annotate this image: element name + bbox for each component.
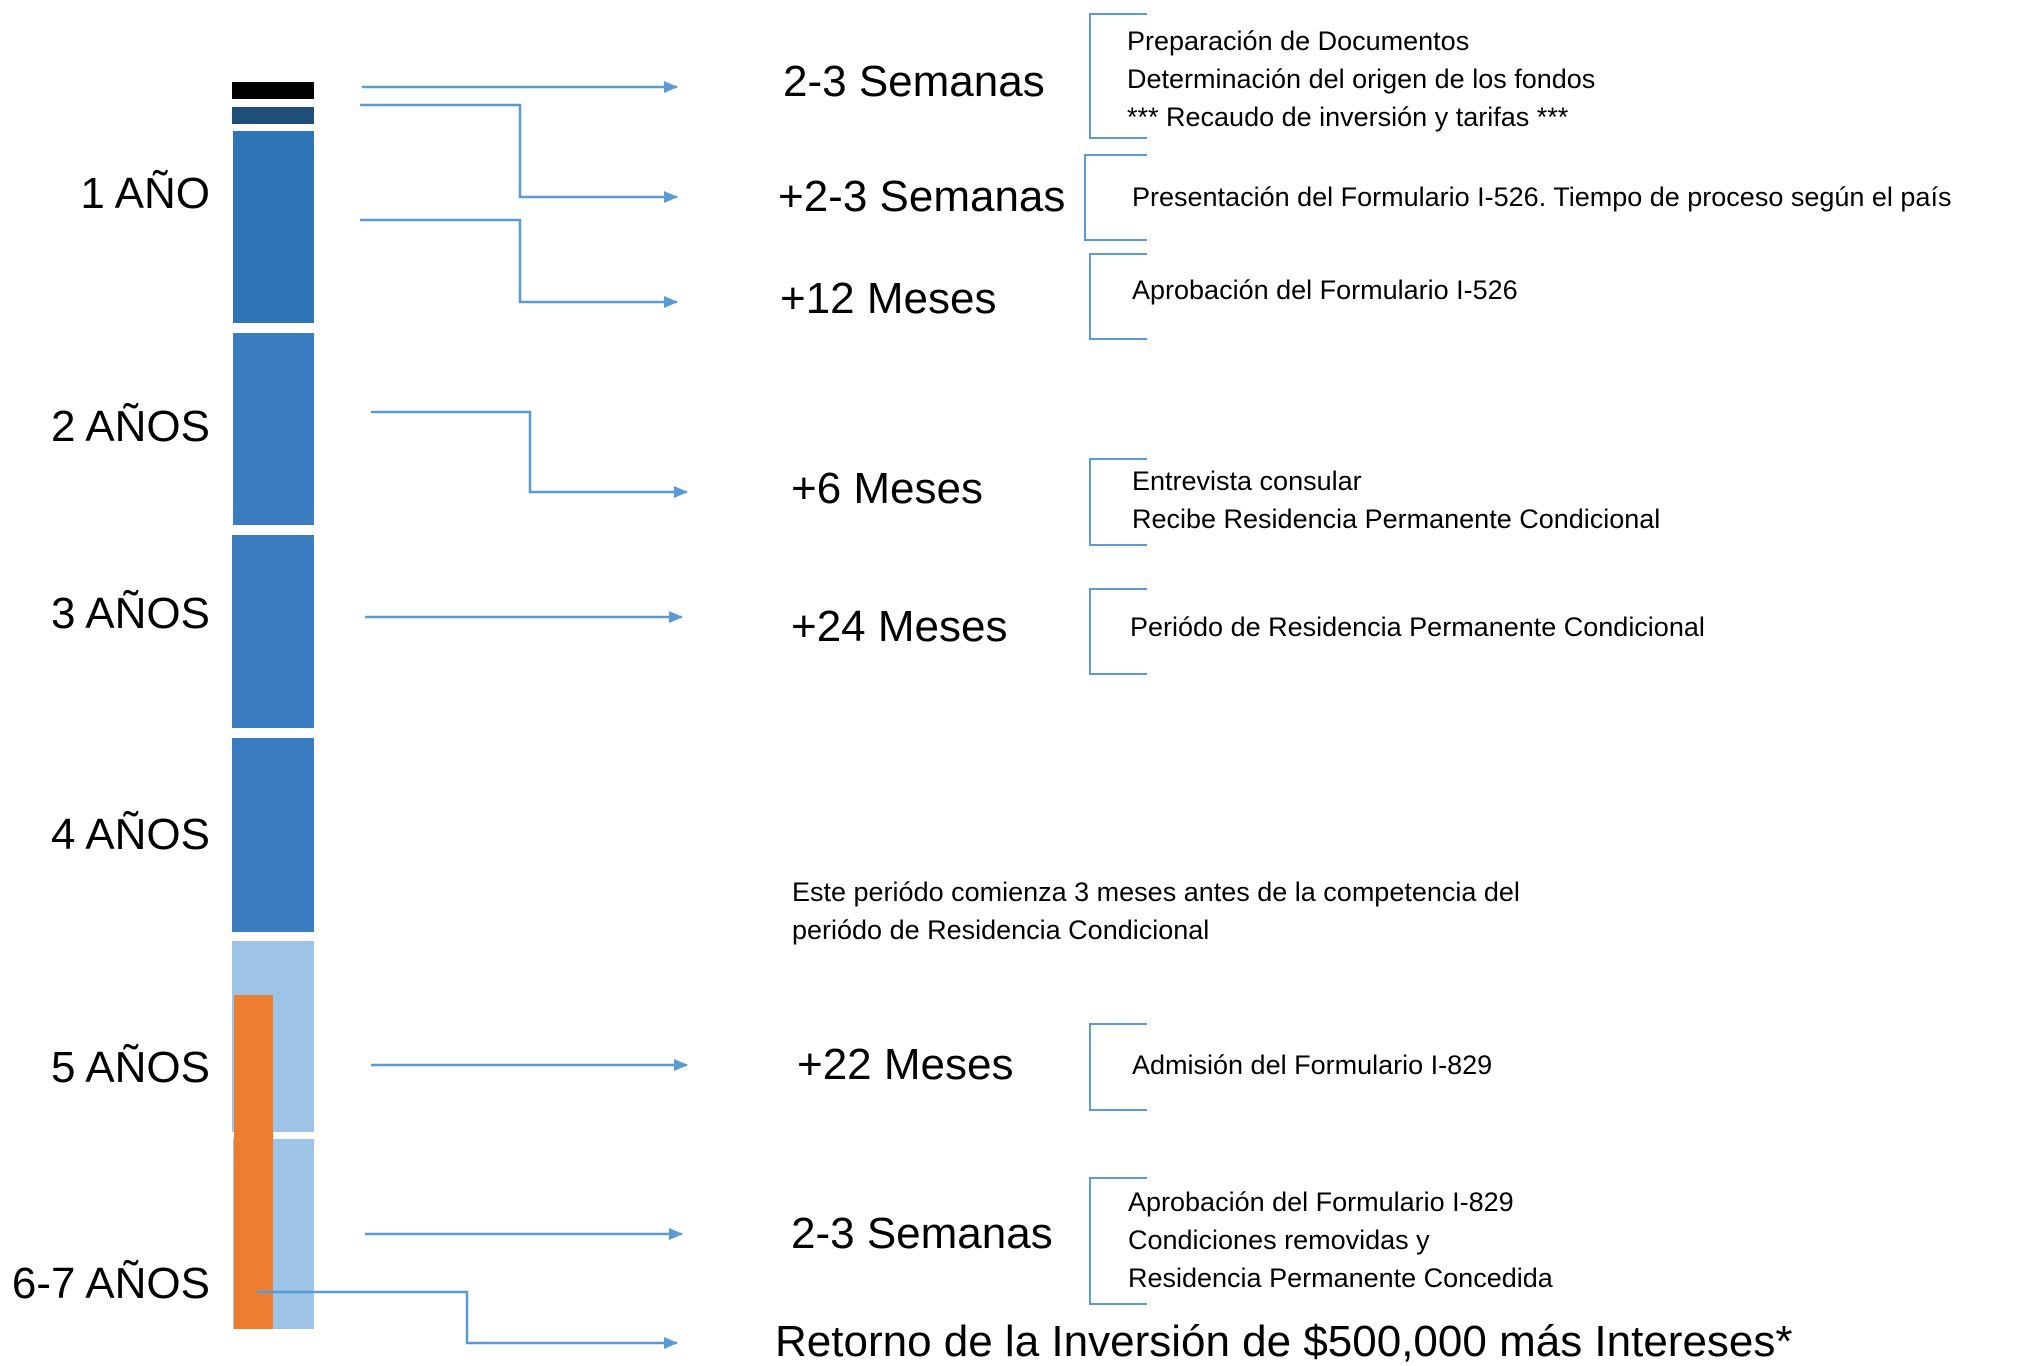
year-label-6: 6-7 AÑOS: [11, 1259, 210, 1308]
duration-step-3: +12 Meses: [780, 274, 997, 323]
bar-block-year-4: [232, 738, 314, 932]
duration-step-7: 2-3 Semanas: [791, 1209, 1053, 1258]
description-line: *** Recaudo de inversión y tarifas ***: [1127, 102, 1569, 132]
bracket-step-5: [1089, 588, 1147, 675]
overlap-note: Este periódo comienza 3 meses antes de l…: [792, 873, 1520, 949]
bracket-step-6: [1089, 1023, 1147, 1111]
description-line: Entrevista consular: [1132, 466, 1362, 496]
bar-block-navy: [232, 107, 314, 124]
description-line: Aprobación del Formulario I-526: [1132, 275, 1518, 305]
bracket-step-2: [1084, 154, 1147, 241]
description-line: Preparación de Documentos: [1127, 26, 1470, 56]
note-line: Este periódo comienza 3 meses antes de l…: [792, 877, 1520, 907]
description-step-5: Periódo de Residencia Permanente Condici…: [1130, 608, 1705, 646]
description-line: Recibe Residencia Permanente Condicional: [1132, 504, 1661, 534]
year-label-4: 4 AÑOS: [51, 810, 210, 859]
description-line: Aprobación del Formulario I-829: [1128, 1187, 1514, 1217]
bar-block-year-3: [232, 535, 314, 728]
description-step-1: Preparación de Documentos Determinación …: [1127, 22, 1595, 136]
description-step-7: Aprobación del Formulario I-829 Condicio…: [1128, 1183, 1553, 1297]
year-label-5: 5 AÑOS: [51, 1043, 210, 1092]
arrow-return: [257, 1290, 678, 1349]
description-line: Periódo de Residencia Permanente Condici…: [1130, 612, 1705, 642]
description-line: Admisión del Formulario I-829: [1132, 1050, 1493, 1080]
arrow-step-4: [371, 410, 688, 498]
bar-block-year-1: [233, 131, 314, 323]
description-step-6: Admisión del Formulario I-829: [1132, 1046, 1492, 1084]
description-step-3: Aprobación del Formulario I-526: [1132, 271, 1518, 309]
bar-block-orange-overlap: [234, 995, 273, 1329]
year-label-3: 3 AÑOS: [51, 589, 210, 638]
bar-block-year-2: [233, 333, 314, 525]
description-line: Determinación del origen de los fondos: [1127, 64, 1596, 94]
arrow-step-3: [360, 218, 678, 308]
bar-block-black: [232, 82, 314, 99]
bracket-step-4: [1089, 458, 1147, 546]
description-line: Residencia Permanente Concedida: [1128, 1263, 1553, 1293]
duration-step-2: +2-3 Semanas: [778, 172, 1066, 221]
arrow-step-2: [360, 103, 678, 203]
description-step-4: Entrevista consular Recibe Residencia Pe…: [1132, 462, 1660, 538]
duration-step-1: 2-3 Semanas: [783, 57, 1045, 106]
description-line: Condiciones removidas y: [1128, 1225, 1430, 1255]
duration-step-6: +22 Meses: [797, 1040, 1014, 1089]
duration-step-5: +24 Meses: [791, 602, 1008, 651]
bracket-step-1: [1089, 13, 1147, 139]
investment-return-text: Retorno de la Inversión de $500,000 más …: [775, 1317, 1793, 1366]
bracket-step-3: [1089, 253, 1147, 340]
year-label-1: 1 AÑO: [80, 169, 210, 218]
year-label-2: 2 AÑOS: [51, 402, 210, 451]
description-line: Presentación del Formulario I-526. Tiemp…: [1132, 182, 1952, 212]
note-line: periódo de Residencia Condicional: [792, 915, 1210, 945]
bracket-step-7: [1089, 1177, 1147, 1305]
description-step-2: Presentación del Formulario I-526. Tiemp…: [1132, 178, 1951, 216]
duration-step-4: +6 Meses: [791, 464, 983, 513]
